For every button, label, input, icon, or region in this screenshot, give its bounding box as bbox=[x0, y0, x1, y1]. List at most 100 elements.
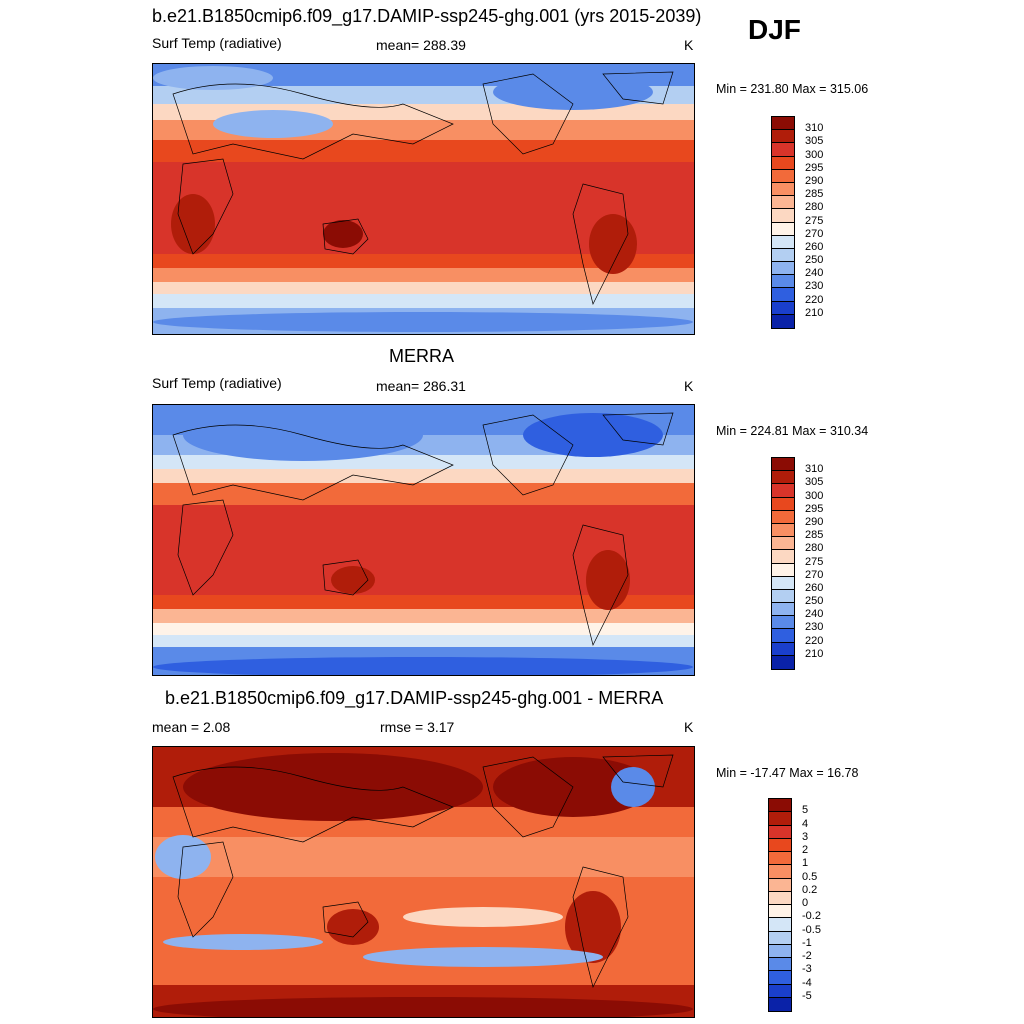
panel-3-units-label: K bbox=[684, 719, 694, 735]
panel-3-minmax-label: Min = -17.47 Max = 16.78 bbox=[716, 766, 859, 780]
panel-2-minmax-label: Min = 224.81 Max = 310.34 bbox=[716, 424, 869, 438]
panel-2-colorbar bbox=[771, 457, 795, 670]
colorbar-tick-label: 275 bbox=[805, 555, 824, 568]
colorbar-segment bbox=[772, 603, 794, 617]
colorbar-segment bbox=[769, 971, 791, 985]
colorbar-tick-label: 5 bbox=[802, 804, 809, 817]
colorbar-tick-label: 290 bbox=[805, 515, 824, 528]
colorbar-segment bbox=[772, 182, 794, 197]
colorbar-segment bbox=[772, 616, 794, 630]
panel-1-map bbox=[152, 63, 695, 335]
colorbar-tick-label: 295 bbox=[805, 161, 824, 174]
colorbar-tick-label: 0.5 bbox=[802, 870, 818, 883]
colorbar-segment bbox=[769, 812, 791, 826]
colorbar-segment bbox=[772, 471, 794, 485]
colorbar-segment bbox=[769, 878, 791, 892]
colorbar-tick-label: 295 bbox=[805, 502, 824, 515]
colorbar-segment bbox=[772, 235, 794, 249]
colorbar-tick-label: 230 bbox=[805, 621, 824, 634]
colorbar-segment bbox=[769, 838, 791, 852]
panel-2-title: MERRA bbox=[389, 346, 455, 366]
colorbar-segment bbox=[769, 931, 791, 945]
colorbar-segment bbox=[769, 997, 791, 1011]
colorbar-tick-label: 220 bbox=[805, 634, 824, 647]
season-label: DJF bbox=[748, 14, 801, 45]
colorbar-segment bbox=[772, 458, 794, 472]
colorbar-segment bbox=[772, 156, 794, 170]
colorbar-tick-label: 2 bbox=[802, 844, 809, 856]
colorbar-segment bbox=[772, 262, 794, 276]
colorbar-segment bbox=[772, 288, 794, 302]
colorbar-tick-label: -3 bbox=[802, 963, 812, 976]
colorbar-segment bbox=[772, 301, 794, 315]
colorbar-segment bbox=[772, 117, 794, 131]
colorbar-segment bbox=[769, 984, 791, 998]
colorbar-segment bbox=[772, 523, 794, 538]
panel-3-map-field bbox=[153, 747, 694, 1017]
colorbar-tick-label: 305 bbox=[805, 135, 824, 148]
colorbar-tick-label: 230 bbox=[805, 280, 824, 293]
colorbar-tick-label: 305 bbox=[805, 476, 824, 489]
colorbar-segment bbox=[772, 222, 794, 236]
panel-2-units-label: K bbox=[684, 378, 694, 394]
panel-1-colorbar bbox=[771, 116, 795, 329]
panel-1-mean-label: mean= 288.39 bbox=[376, 37, 466, 53]
colorbar-segment bbox=[772, 589, 794, 604]
colorbar-tick-label: -0.5 bbox=[802, 923, 821, 936]
colorbar-segment bbox=[772, 497, 794, 511]
colorbar-tick-label: 310 bbox=[805, 463, 824, 476]
colorbar-tick-label: -4 bbox=[802, 976, 812, 989]
colorbar-segment bbox=[772, 143, 794, 157]
colorbar-segment bbox=[769, 958, 791, 972]
colorbar-segment bbox=[769, 865, 791, 879]
colorbar-segment bbox=[772, 550, 794, 564]
colorbar-tick-label: 220 bbox=[805, 293, 824, 306]
colorbar-tick-label: 280 bbox=[805, 542, 824, 555]
colorbar-tick-label: -5 bbox=[802, 989, 812, 1002]
colorbar-segment bbox=[772, 576, 794, 590]
colorbar-segment bbox=[772, 248, 794, 263]
colorbar-segment bbox=[772, 275, 794, 289]
colorbar-tick-label: 260 bbox=[805, 240, 824, 253]
colorbar-tick-label: 3 bbox=[802, 830, 809, 843]
colorbar-tick-label: 300 bbox=[805, 148, 824, 161]
panel-2-map bbox=[152, 404, 695, 676]
colorbar-tick-label: 0 bbox=[802, 897, 809, 909]
panel-2-map-field bbox=[153, 405, 694, 675]
colorbar-tick-label: -0.2 bbox=[802, 910, 821, 923]
colorbar-segment bbox=[772, 169, 794, 183]
colorbar-segment bbox=[772, 629, 794, 643]
colorbar-tick-label: 210 bbox=[805, 647, 824, 660]
panel-1-units-label: K bbox=[684, 37, 694, 53]
panel-3-map bbox=[152, 746, 695, 1018]
colorbar-tick-label: 240 bbox=[805, 267, 824, 280]
colorbar-tick-label: -2 bbox=[802, 950, 812, 962]
colorbar-tick-label: -1 bbox=[802, 936, 812, 949]
colorbar-tick-label: 285 bbox=[805, 188, 824, 201]
panel-2-variable-label: Surf Temp (radiative) bbox=[152, 375, 282, 391]
panel-1-minmax-label: Min = 231.80 Max = 315.06 bbox=[716, 82, 869, 96]
colorbar-segment bbox=[772, 642, 794, 656]
colorbar-segment bbox=[769, 891, 791, 905]
colorbar-tick-label: 210 bbox=[805, 306, 824, 319]
colorbar-tick-label: 250 bbox=[805, 595, 824, 608]
panel-3-title: b.e21.B1850cmip6.f09_g17.DAMIP-ssp245-gh… bbox=[165, 688, 664, 708]
colorbar-tick-label: 0.2 bbox=[802, 883, 818, 896]
colorbar-tick-label: 275 bbox=[805, 214, 824, 227]
colorbar-segment bbox=[772, 130, 794, 144]
panel-3-rmse-label: rmse = 3.17 bbox=[380, 719, 455, 735]
colorbar-segment bbox=[772, 655, 794, 669]
colorbar-segment bbox=[769, 825, 791, 839]
panel-2-mean-label: mean= 286.31 bbox=[376, 378, 466, 394]
colorbar-tick-label: 310 bbox=[805, 122, 824, 135]
colorbar-tick-label: 270 bbox=[805, 568, 824, 581]
colorbar-tick-label: 270 bbox=[805, 227, 824, 240]
colorbar-tick-label: 260 bbox=[805, 581, 824, 594]
colorbar-tick-label: 4 bbox=[802, 817, 809, 830]
panel-1-variable-label: Surf Temp (radiative) bbox=[152, 35, 282, 51]
colorbar-segment bbox=[772, 484, 794, 498]
panel-3-mean-label: mean = 2.08 bbox=[152, 719, 231, 735]
colorbar-segment bbox=[772, 314, 794, 328]
colorbar-segment bbox=[769, 944, 791, 958]
colorbar-tick-label: 240 bbox=[805, 608, 824, 621]
